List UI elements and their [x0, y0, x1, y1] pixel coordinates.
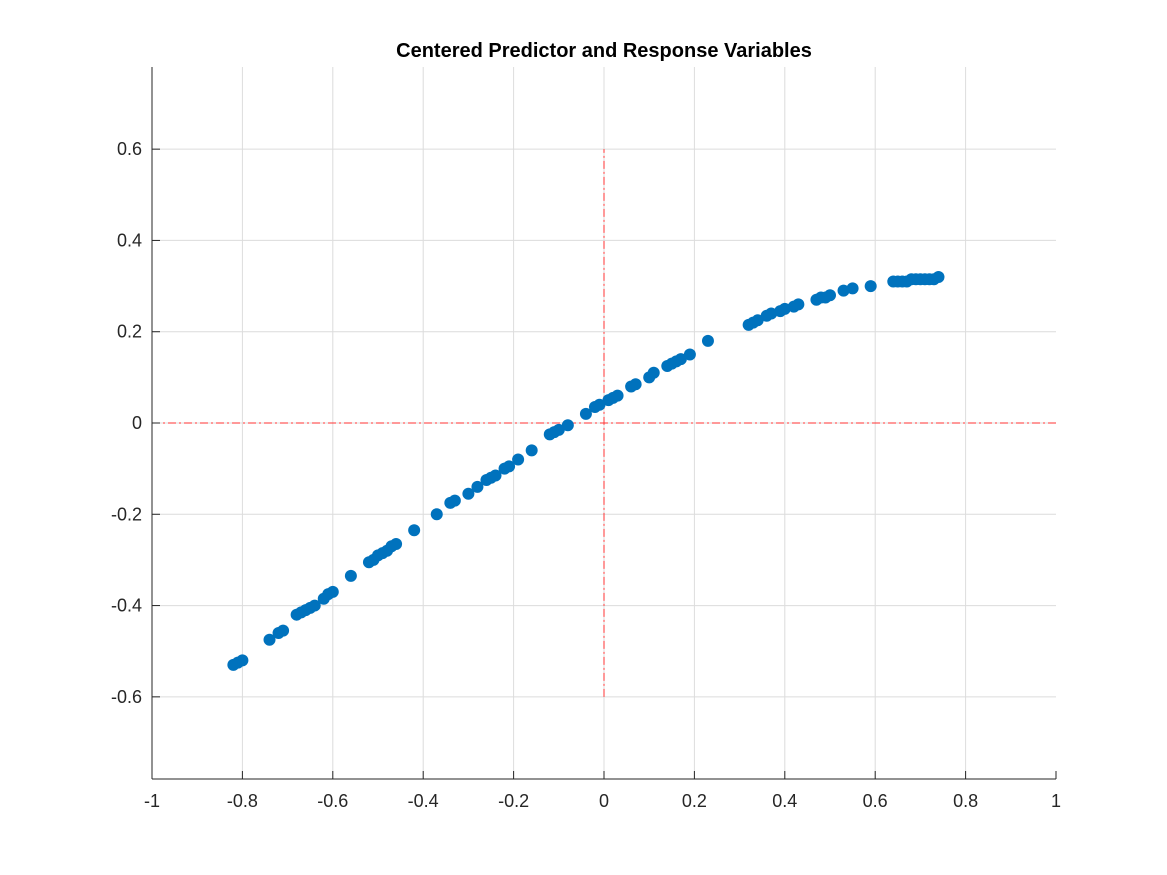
- data-point: [792, 298, 805, 311]
- x-tick-label: -0.4: [408, 791, 439, 811]
- data-point: [277, 624, 290, 637]
- data-point: [512, 453, 525, 466]
- y-tick-label: -0.2: [111, 504, 142, 524]
- x-tick-label: 1: [1051, 791, 1061, 811]
- x-tick-label: 0.4: [772, 791, 797, 811]
- x-tick-label: 0.6: [863, 791, 888, 811]
- reference-lines: [152, 149, 1056, 697]
- data-point: [390, 537, 403, 550]
- data-point: [448, 494, 461, 507]
- data-point: [674, 353, 687, 366]
- data-point: [579, 407, 592, 420]
- data-point: [471, 480, 484, 493]
- axes: -1 -0.8 -0.6 -0.4 -0.2 0 0.2 0.4 0.6 0.8 1 -0.6 -0.4…: [111, 67, 1061, 811]
- data-points: [227, 270, 945, 671]
- data-point: [864, 280, 877, 293]
- data-point: [683, 348, 696, 361]
- data-point: [503, 460, 516, 473]
- data-point: [593, 398, 606, 411]
- data-point: [263, 633, 276, 646]
- data-point: [647, 366, 660, 379]
- data-point: [462, 487, 475, 500]
- data-point: [701, 334, 714, 347]
- x-tick-label: -1: [144, 791, 160, 811]
- data-point: [236, 654, 249, 667]
- x-tick-label: 0.2: [682, 791, 707, 811]
- data-point: [778, 302, 791, 315]
- data-point: [765, 307, 778, 320]
- data-point: [326, 585, 339, 598]
- data-point: [344, 569, 357, 582]
- data-point: [552, 423, 565, 436]
- data-point: [525, 444, 538, 457]
- data-point: [430, 508, 443, 521]
- x-tick-label: -0.2: [498, 791, 529, 811]
- data-point: [408, 524, 421, 537]
- data-point: [561, 419, 574, 432]
- data-point: [489, 469, 502, 482]
- data-point: [308, 599, 321, 612]
- y-tick-label: -0.4: [111, 596, 142, 616]
- data-point: [751, 314, 764, 327]
- x-tick-label: 0: [599, 791, 609, 811]
- y-tick-label: 0.6: [117, 139, 142, 159]
- data-point: [824, 289, 836, 302]
- data-point: [932, 270, 945, 283]
- data-point: [837, 284, 850, 297]
- data-point: [611, 389, 624, 402]
- x-tick-label: -0.8: [227, 791, 258, 811]
- y-tick-label: 0.2: [117, 322, 142, 342]
- y-tick-label: 0.4: [117, 230, 142, 250]
- x-tick-label: -0.6: [317, 791, 348, 811]
- x-tick-label: 0.8: [953, 791, 978, 811]
- data-point: [846, 282, 859, 295]
- data-point: [629, 378, 642, 391]
- y-tick-label: -0.6: [111, 687, 142, 707]
- chart-title: Centered Predictor and Response Variable…: [396, 40, 812, 62]
- y-tick-label: 0: [132, 413, 142, 433]
